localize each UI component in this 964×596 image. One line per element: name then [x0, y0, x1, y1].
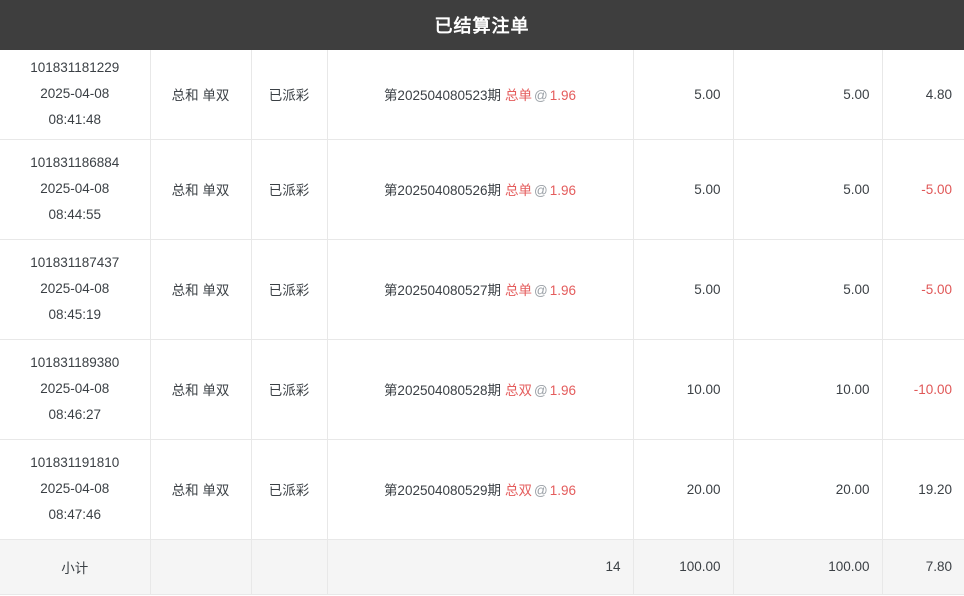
bet-id: 101831181229 — [30, 59, 120, 75]
at-symbol: @ — [534, 383, 548, 398]
summary-blank-type — [150, 539, 252, 595]
bet-id: 101831189380 — [30, 354, 120, 370]
stake-cell: 5.00 — [633, 50, 734, 140]
odds-value: 1.96 — [549, 88, 577, 104]
bet-time: 08:46:27 — [48, 407, 102, 423]
bet-detail: 第202504080523期 总单 @1.96 — [384, 88, 576, 103]
bet-time: 08:41:48 — [48, 112, 102, 128]
status-cell: 已派彩 — [251, 239, 328, 340]
valid-amount-cell: 20.00 — [733, 439, 883, 540]
bet-date: 2025-04-08 — [40, 380, 110, 396]
stake-cell: 10.00 — [633, 339, 734, 440]
pick-label: 总单 — [505, 283, 533, 298]
bet-id: 101831186884 — [30, 154, 120, 170]
valid-amount-cell: 5.00 — [733, 50, 883, 140]
bet-detail-cell: 第202504080526期 总单 @1.96 — [327, 139, 634, 240]
bet-time: 08:44:55 — [48, 207, 102, 223]
bet-id-cell: 101831181229 2025-04-08 08:41:48 — [0, 50, 151, 140]
bet-date: 2025-04-08 — [40, 280, 110, 296]
issue-number: 第202504080528期 — [383, 383, 502, 398]
odds-value: 1.96 — [549, 483, 577, 498]
stake-cell: 5.00 — [633, 239, 734, 340]
bet-id-stack: 101831181229 2025-04-08 08:41:48 — [12, 55, 138, 134]
bet-detail: 第202504080529期 总双 @1.96 — [384, 483, 576, 498]
at-symbol: @ — [534, 183, 548, 198]
pick-label: 总单 — [505, 183, 533, 198]
issue-number: 第202504080529期 — [383, 483, 502, 498]
summary-blank-status — [251, 539, 328, 595]
issue-number: 第202504080526期 — [383, 183, 502, 198]
bet-id-stack: 101831187437 2025-04-08 08:45:19 — [12, 250, 138, 329]
summary-count: 14 — [327, 539, 634, 595]
issue-number: 第202504080523期 — [383, 88, 502, 104]
play-type-cell: 总和 单双 — [150, 239, 252, 340]
table-row[interactable]: 101831181229 2025-04-08 08:41:48 总和 单双 已… — [0, 50, 964, 140]
settled-bets-table: 101831181229 2025-04-08 08:41:48 总和 单双 已… — [0, 50, 964, 595]
bet-detail: 第202504080527期 总单 @1.96 — [384, 283, 576, 298]
table-body: 101831181229 2025-04-08 08:41:48 总和 单双 已… — [0, 50, 964, 595]
bet-date: 2025-04-08 — [40, 180, 110, 196]
bet-time: 08:47:46 — [48, 507, 102, 523]
table-row[interactable]: 101831189380 2025-04-08 08:46:27 总和 单双 已… — [0, 339, 964, 440]
summary-valid-total: 100.00 — [733, 539, 883, 595]
bet-id-stack: 101831189380 2025-04-08 08:46:27 — [12, 350, 138, 429]
status-cell: 已派彩 — [251, 339, 328, 440]
table-row[interactable]: 101831186884 2025-04-08 08:44:55 总和 单双 已… — [0, 139, 964, 240]
bet-id-cell: 101831186884 2025-04-08 08:44:55 — [0, 139, 151, 240]
play-type-cell: 总和 单双 — [150, 139, 252, 240]
bet-time: 08:45:19 — [48, 307, 102, 323]
odds-value: 1.96 — [549, 183, 577, 198]
play-type-cell: 总和 单双 — [150, 339, 252, 440]
odds-value: 1.96 — [549, 283, 577, 298]
bet-detail: 第202504080528期 总双 @1.96 — [384, 383, 576, 398]
summary-label: 小计 — [0, 539, 151, 595]
play-type-cell: 总和 单双 — [150, 50, 252, 140]
bet-id: 101831187437 — [30, 254, 120, 270]
issue-number: 第202504080527期 — [383, 283, 502, 298]
bet-date: 2025-04-08 — [40, 86, 110, 102]
status-cell: 已派彩 — [251, 50, 328, 140]
pick-label: 总双 — [505, 383, 533, 398]
bet-id-stack: 101831186884 2025-04-08 08:44:55 — [12, 150, 138, 229]
pick-label: 总单 — [505, 88, 533, 104]
bet-detail-cell: 第202504080529期 总双 @1.96 — [327, 439, 634, 540]
profit-cell: -10.00 — [882, 339, 964, 440]
valid-amount-cell: 5.00 — [733, 239, 883, 340]
status-cell: 已派彩 — [251, 139, 328, 240]
bet-detail: 第202504080526期 总单 @1.96 — [384, 183, 576, 198]
summary-profit-total: 7.80 — [882, 539, 964, 595]
bet-id-cell: 101831187437 2025-04-08 08:45:19 — [0, 239, 151, 340]
table-row[interactable]: 101831191810 2025-04-08 08:47:46 总和 单双 已… — [0, 439, 964, 540]
stake-cell: 20.00 — [633, 439, 734, 540]
profit-cell: -5.00 — [882, 139, 964, 240]
bet-id: 101831191810 — [30, 454, 120, 470]
at-symbol: @ — [534, 283, 548, 298]
profit-cell: 19.20 — [882, 439, 964, 540]
profit-cell: 4.80 — [882, 50, 964, 140]
valid-amount-cell: 5.00 — [733, 139, 883, 240]
summary-stake-total: 100.00 — [633, 539, 734, 595]
bet-id-cell: 101831189380 2025-04-08 08:46:27 — [0, 339, 151, 440]
status-cell: 已派彩 — [251, 439, 328, 540]
bet-detail-cell: 第202504080528期 总双 @1.96 — [327, 339, 634, 440]
bet-detail-cell: 第202504080523期 总单 @1.96 — [327, 50, 634, 140]
summary-row: 小计 14 100.00 100.00 7.80 — [0, 539, 964, 595]
at-symbol: @ — [534, 88, 548, 104]
stake-cell: 5.00 — [633, 139, 734, 240]
profit-cell: -5.00 — [882, 239, 964, 340]
bet-detail-cell: 第202504080527期 总单 @1.96 — [327, 239, 634, 340]
valid-amount-cell: 10.00 — [733, 339, 883, 440]
page-title: 已结算注单 — [434, 16, 530, 36]
odds-value: 1.96 — [549, 383, 577, 398]
bet-date: 2025-04-08 — [40, 480, 110, 496]
page-title-bar: 已结算注单 — [0, 0, 964, 50]
pick-label: 总双 — [505, 483, 533, 498]
play-type-cell: 总和 单双 — [150, 439, 252, 540]
bet-id-stack: 101831191810 2025-04-08 08:47:46 — [12, 450, 138, 529]
bet-id-cell: 101831191810 2025-04-08 08:47:46 — [0, 439, 151, 540]
at-symbol: @ — [534, 483, 548, 498]
table-row[interactable]: 101831187437 2025-04-08 08:45:19 总和 单双 已… — [0, 239, 964, 340]
